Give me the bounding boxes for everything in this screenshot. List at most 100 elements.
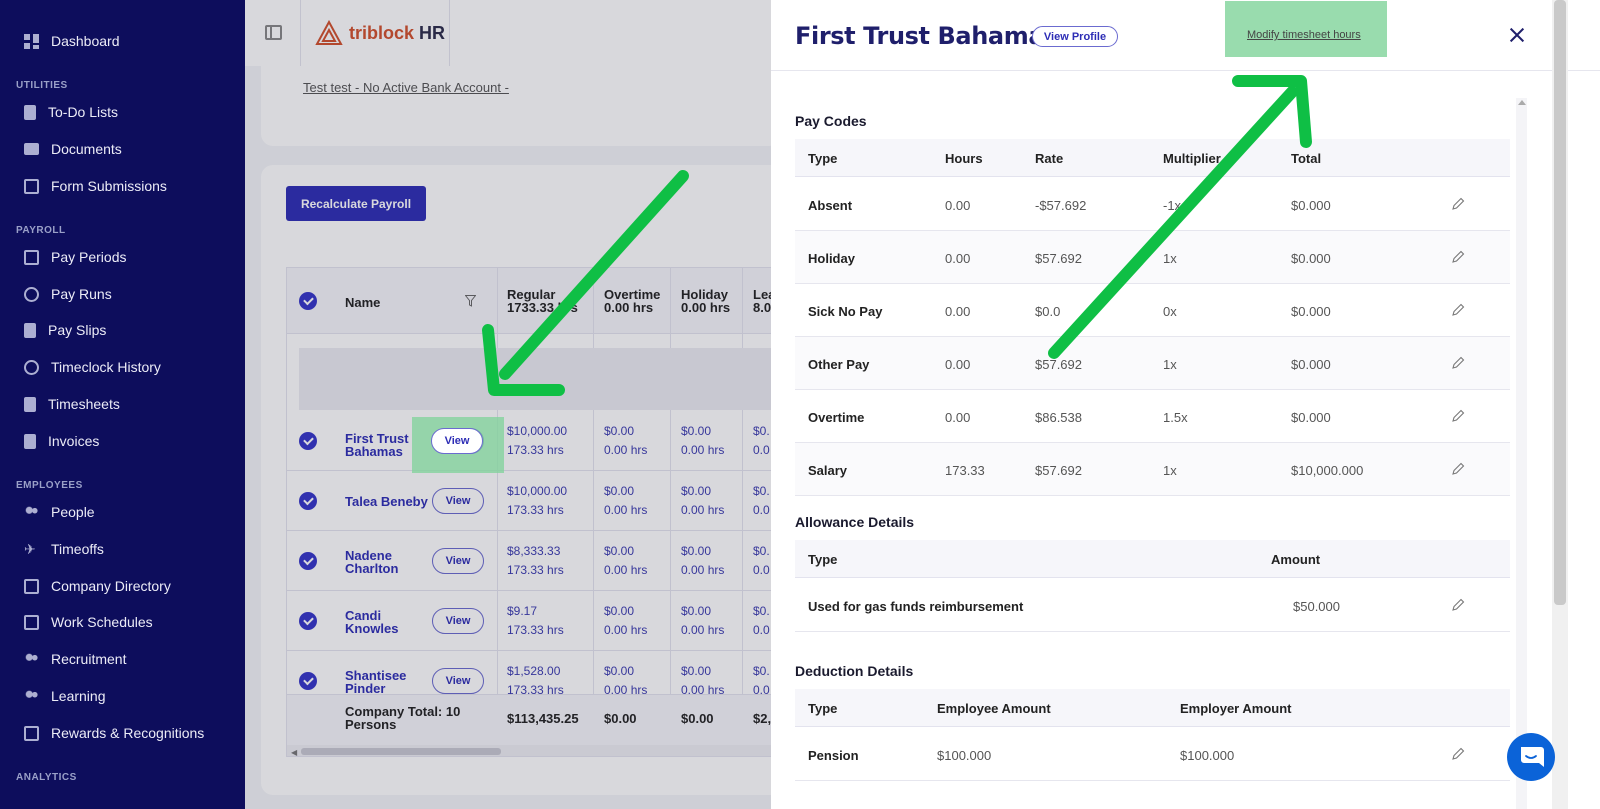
people-icon (24, 504, 39, 520)
sidebar-item-label: Form Submissions (51, 178, 167, 194)
money-bag-icon (24, 286, 39, 302)
sidebar-item-pay-runs[interactable]: Pay Runs (24, 279, 112, 309)
learning-icon (24, 688, 39, 704)
view-button[interactable]: View (432, 488, 484, 514)
scroll-left-icon[interactable]: ◀ (291, 748, 298, 757)
sidebar-item-invoices[interactable]: Invoices (24, 426, 99, 456)
sidebar-item-recruitment[interactable]: Recruitment (24, 644, 126, 674)
pay-code-hours: 0.00 (945, 198, 971, 213)
pay-code-rate: $86.538 (1035, 410, 1082, 425)
overtime-cell: $0.00 0.00 hrs (604, 544, 648, 577)
pay-code-row: Other Pay 0.00 $57.692 1x $0.000 (795, 337, 1510, 390)
col-type: Type (808, 552, 838, 567)
sidebar-item-company-directory[interactable]: Company Directory (24, 571, 171, 601)
sidebar-item-label: Timeoffs (51, 541, 104, 557)
sidebar-item-learning[interactable]: Learning (24, 681, 106, 711)
pencil-icon[interactable] (1451, 197, 1465, 211)
pay-code-type: Salary (808, 463, 848, 478)
regular-cell: $9.17 173.33 hrs (507, 604, 564, 637)
select-all-checkbox[interactable] (299, 292, 317, 310)
view-button[interactable]: View (432, 668, 484, 694)
row-checkbox[interactable] (299, 612, 317, 630)
sidebar-item-documents[interactable]: Documents (24, 134, 122, 164)
recalculate-payroll-button[interactable]: Recalculate Payroll (286, 186, 426, 221)
close-icon[interactable] (1509, 27, 1525, 43)
holiday-cell: $0.00 0.00 hrs (681, 664, 725, 695)
column-divider (497, 268, 498, 744)
pay-code-total: $0.000 (1291, 304, 1331, 319)
holiday-cell: $0.00 0.00 hrs (681, 424, 725, 457)
panel-scrollbar[interactable] (1516, 98, 1527, 809)
row-checkbox[interactable] (299, 552, 317, 570)
pay-code-multiplier: 1.5x (1163, 410, 1188, 425)
col-employee-amount: Employee Amount (937, 701, 1051, 716)
sidebar-item-timesheets[interactable]: Timesheets (24, 389, 120, 419)
col-leave[interactable]: Lea 8.0 (753, 287, 776, 315)
col-multiplier: Multiplier (1163, 151, 1221, 166)
modify-link-highlight (1225, 1, 1387, 57)
pay-code-row: Sick No Pay 0.00 $0.0 0x $0.000 (795, 284, 1510, 337)
sidebar-item-work-schedules[interactable]: Work Schedules (24, 607, 153, 637)
sidebar-item-timeoffs[interactable]: ✈ Timeoffs (24, 534, 104, 564)
total-overtime: $0.00 (604, 711, 637, 726)
pay-code-hours: 173.33 (945, 463, 985, 478)
view-button[interactable]: View (432, 548, 484, 574)
col-rate: Rate (1035, 151, 1064, 166)
row-checkbox[interactable] (299, 492, 317, 510)
page-scrollbar[interactable] (1552, 0, 1568, 809)
page-scrollbar-thumb[interactable] (1554, 0, 1566, 605)
pay-code-type: Other Pay (808, 357, 870, 372)
pencil-icon[interactable] (1451, 409, 1465, 423)
sidebar-item-rewards[interactable]: Rewards & Recognitions (24, 718, 204, 748)
view-button[interactable]: View (432, 608, 484, 634)
allowance-amount: $50.000 (1293, 599, 1340, 614)
view-button-highlighted[interactable]: View (431, 428, 483, 454)
col-holiday[interactable]: Holiday 0.00 hrs (681, 287, 731, 315)
row-checkbox[interactable] (299, 672, 317, 690)
employee-name-link[interactable]: Talea Beneby (345, 494, 428, 509)
sidebar-item-form-submissions[interactable]: Form Submissions (24, 171, 167, 201)
pencil-icon[interactable] (1451, 303, 1465, 317)
table-row[interactable]: Talea Beneby View $10,000.00 173.33 hrs $… (287, 471, 780, 531)
pencil-icon[interactable] (1451, 598, 1465, 612)
brand-logo[interactable]: triblock HR (300, 0, 450, 66)
filter-icon[interactable] (465, 295, 476, 307)
sidebar-item-todo[interactable]: To-Do Lists (24, 97, 118, 127)
pencil-icon[interactable] (1451, 747, 1465, 761)
modify-timesheet-link[interactable]: Modify timesheet hours (1247, 29, 1361, 41)
calendar-icon (24, 614, 39, 630)
sidebar-item-dashboard[interactable]: Dashboard (24, 26, 120, 56)
sidebar-item-timeclock-history[interactable]: Timeclock History (24, 352, 161, 382)
pay-code-row: Absent 0.00 -$57.692 -1x $0.000 (795, 178, 1510, 231)
sidebar-toggle-icon[interactable] (265, 25, 282, 40)
leave-cell: $0. 0.0 (753, 604, 770, 637)
pay-code-multiplier: 1x (1163, 463, 1177, 478)
sidebar-item-pay-slips[interactable]: Pay Slips (24, 315, 106, 345)
clipboard-icon (24, 104, 36, 120)
sidebar-item-pay-periods[interactable]: Pay Periods (24, 242, 126, 272)
horizontal-scrollbar[interactable]: ◀ (287, 745, 780, 757)
pay-code-type: Holiday (808, 251, 855, 266)
employee-name-link[interactable]: Candi Knowles (345, 608, 399, 636)
col-name[interactable]: Name (345, 295, 381, 310)
sidebar-item-people[interactable]: People (24, 497, 95, 527)
scroll-up-icon[interactable] (1518, 100, 1526, 105)
table-row[interactable]: Shantisee Pinder View $1,528.00 173.33 hrs… (287, 651, 780, 695)
table-row[interactable]: Candi Knowles View $9.17 173.33 hrs $0.00 0… (287, 591, 780, 651)
pencil-icon[interactable] (1451, 462, 1465, 476)
row-checkbox[interactable] (299, 432, 317, 450)
chat-launcher-button[interactable] (1507, 733, 1555, 781)
overtime-cell: $0.00 0.00 hrs (604, 424, 648, 457)
col-employer-amount: Employer Amount (1180, 701, 1292, 716)
pencil-icon[interactable] (1451, 250, 1465, 264)
scrollbar-thumb[interactable] (301, 748, 501, 755)
employee-name-link[interactable]: First Trust Bahamas (345, 431, 409, 459)
employee-name-link[interactable]: Shantisee Pinder (345, 668, 407, 695)
bank-account-link[interactable]: Test test - No Active Bank Account - (303, 80, 509, 95)
view-profile-button[interactable]: View Profile (1032, 26, 1118, 47)
header-divider (771, 70, 1600, 71)
table-row[interactable]: Nadene Charlton View $8,333.33 173.33 hrs … (287, 531, 780, 591)
pencil-icon[interactable] (1451, 356, 1465, 370)
modal-backdrop[interactable] (245, 0, 771, 809)
employee-name-link[interactable]: Nadene Charlton (345, 548, 399, 576)
